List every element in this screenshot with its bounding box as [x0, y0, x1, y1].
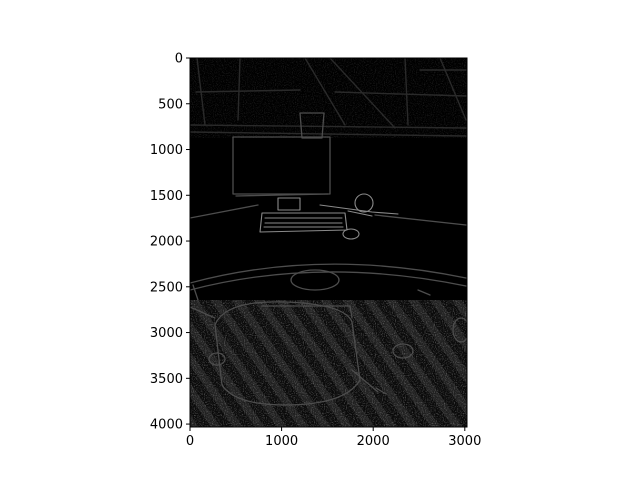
- x-tick-label: 0: [186, 434, 194, 449]
- y-tick-label: 2500: [150, 280, 183, 295]
- y-tick-label: 1000: [150, 143, 183, 158]
- edge-image: [190, 58, 469, 427]
- y-tick-label: 2000: [150, 235, 183, 250]
- y-tick-label: 1500: [150, 189, 183, 204]
- x-axis: 0 1000 2000 3000: [186, 427, 481, 449]
- x-tick-label: 1000: [265, 434, 298, 449]
- y-tick-label: 4000: [150, 418, 183, 433]
- y-axis: 0 500 1000 1500 2000 2500 3000 3500 4000: [150, 52, 190, 433]
- x-tick-label: 2000: [357, 434, 390, 449]
- x-tick-label: 3000: [448, 434, 481, 449]
- y-tick-label: 0: [175, 52, 183, 67]
- y-tick-label: 500: [158, 97, 183, 112]
- y-tick-label: 3000: [150, 326, 183, 341]
- y-tick-label: 3500: [150, 372, 183, 387]
